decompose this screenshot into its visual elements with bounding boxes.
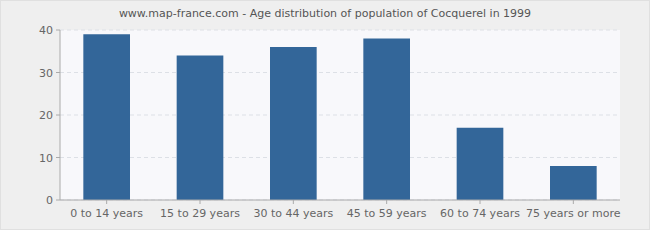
tick-mark xyxy=(56,200,60,201)
y-tick-label: 10 xyxy=(39,152,53,165)
y-tick-label: 30 xyxy=(39,67,53,80)
grid-line xyxy=(60,72,620,73)
y-tick-label: 20 xyxy=(39,109,53,122)
x-tick-mark xyxy=(200,200,201,204)
y-tick-label: 40 xyxy=(39,24,53,37)
grid-line xyxy=(60,157,620,158)
border xyxy=(1,1,650,230)
x-tick-mark xyxy=(386,200,387,204)
tick-mark xyxy=(56,72,60,73)
x-tick-mark xyxy=(573,200,574,204)
bar xyxy=(83,34,130,200)
grid-line xyxy=(60,200,620,201)
tick-mark xyxy=(56,115,60,116)
grid-line xyxy=(60,115,620,116)
y-tick-label: 0 xyxy=(46,194,53,207)
plot-area xyxy=(60,30,620,200)
chart: 0 10 20 30 40 0 to 14 years 15 to 29 years 30 t… xyxy=(0,0,650,230)
bar xyxy=(270,47,317,200)
x-tick-mark xyxy=(480,200,481,204)
x-tick-label: 75 years or more xyxy=(526,207,621,220)
title: www.map-france.com - Age distribution of… xyxy=(119,7,531,20)
x-tick-label: 15 to 29 years xyxy=(160,207,240,220)
tick-mark xyxy=(56,30,60,31)
x-tick-label: 60 to 74 years xyxy=(440,207,520,220)
bar xyxy=(363,39,410,201)
background xyxy=(0,0,650,230)
y-axis xyxy=(60,30,61,200)
bar xyxy=(550,166,597,200)
x-tick-mark xyxy=(293,200,294,204)
x-tick-label: 45 to 59 years xyxy=(347,207,427,220)
tick-mark xyxy=(56,157,60,158)
x-axis xyxy=(60,200,620,201)
bar xyxy=(177,56,224,201)
bar xyxy=(457,128,504,200)
grid-line xyxy=(60,30,620,31)
x-tick-mark xyxy=(106,200,107,204)
chart-container: 0 10 20 30 40 0 to 14 years 15 to 29 years 30 t… xyxy=(0,0,650,230)
x-tick-label: 0 to 14 years xyxy=(70,207,143,220)
x-tick-label: 30 to 44 years xyxy=(253,207,333,220)
bars xyxy=(83,34,596,200)
